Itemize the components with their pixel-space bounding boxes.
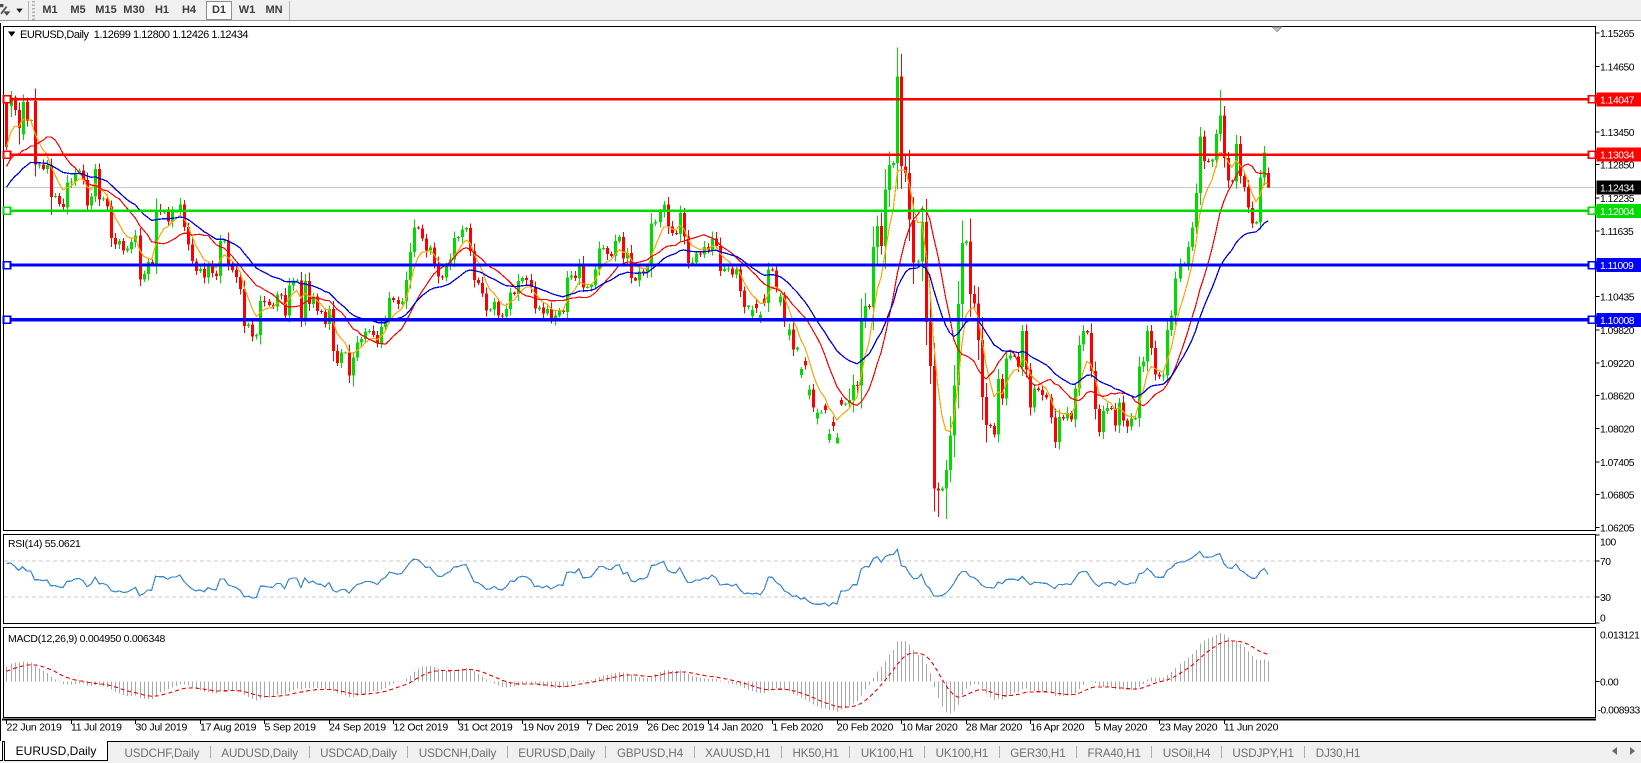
svg-text:1.13450: 1.13450 — [1600, 128, 1635, 139]
svg-text:-0.008933: -0.008933 — [1598, 706, 1641, 717]
svg-text:7 Dec 2019: 7 Dec 2019 — [587, 722, 639, 734]
svg-text:70: 70 — [1600, 557, 1611, 568]
svg-text:1.06805: 1.06805 — [1600, 491, 1635, 502]
svg-text:1.06205: 1.06205 — [1600, 523, 1635, 534]
svg-text:28 Mar 2020: 28 Mar 2020 — [966, 722, 1023, 734]
svg-text:1.08020: 1.08020 — [1600, 424, 1635, 435]
svg-text:1.12850: 1.12850 — [1600, 161, 1635, 172]
svg-text:0: 0 — [1600, 614, 1606, 625]
svg-text:1.10435: 1.10435 — [1600, 293, 1635, 304]
svg-text:1.09220: 1.09220 — [1600, 359, 1635, 370]
svg-text:1.09820: 1.09820 — [1600, 326, 1635, 337]
svg-text:1.15265: 1.15265 — [1600, 29, 1635, 40]
svg-text:23 May 2020: 23 May 2020 — [1159, 722, 1217, 734]
svg-text:1 Feb 2020: 1 Feb 2020 — [772, 722, 823, 734]
svg-text:MACD(12,26,9) 0.004950 0.00634: MACD(12,26,9) 0.004950 0.006348 — [8, 633, 166, 645]
svg-text:1.12004: 1.12004 — [1600, 207, 1635, 218]
svg-text:RSI(14) 55.0621: RSI(14) 55.0621 — [8, 538, 81, 550]
svg-text:1.11009: 1.11009 — [1600, 261, 1634, 272]
svg-text:11 Jul 2019: 11 Jul 2019 — [71, 722, 122, 734]
svg-text:20 Feb 2020: 20 Feb 2020 — [837, 722, 894, 734]
svg-text:10 Mar 2020: 10 Mar 2020 — [901, 722, 958, 734]
svg-text:1.08620: 1.08620 — [1600, 392, 1635, 403]
svg-text:14 Jan 2020: 14 Jan 2020 — [708, 722, 763, 734]
svg-text:1.14047: 1.14047 — [1600, 95, 1635, 106]
svg-text:1.10008: 1.10008 — [1600, 316, 1635, 327]
svg-text:5 May 2020: 5 May 2020 — [1095, 722, 1148, 734]
svg-text:12 Oct 2019: 12 Oct 2019 — [394, 722, 449, 734]
svg-text:30 Jul 2019: 30 Jul 2019 — [136, 722, 188, 734]
svg-text:11 Jun 2020: 11 Jun 2020 — [1224, 722, 1279, 734]
svg-text:100: 100 — [1600, 538, 1617, 549]
svg-text:1.14650: 1.14650 — [1600, 62, 1635, 73]
svg-text:5 Sep 2019: 5 Sep 2019 — [265, 722, 317, 734]
svg-text:30: 30 — [1600, 593, 1611, 604]
svg-text:1.12434: 1.12434 — [1600, 183, 1635, 194]
svg-text:17 Aug 2019: 17 Aug 2019 — [200, 722, 257, 734]
svg-text:1.11635: 1.11635 — [1600, 227, 1634, 238]
svg-text:31 Oct 2019: 31 Oct 2019 — [458, 722, 513, 734]
svg-text:22 Jun 2019: 22 Jun 2019 — [7, 722, 62, 734]
svg-text:24 Sep 2019: 24 Sep 2019 — [329, 722, 386, 734]
svg-text:1.13034: 1.13034 — [1600, 151, 1635, 162]
svg-text:16 Apr 2020: 16 Apr 2020 — [1030, 722, 1084, 734]
svg-text:0.00: 0.00 — [1600, 678, 1619, 689]
svg-text:19 Nov 2019: 19 Nov 2019 — [523, 722, 580, 734]
svg-text:1.07405: 1.07405 — [1600, 458, 1635, 469]
svg-text:EURUSD,Daily 1.12699 1.12800: EURUSD,Daily 1.12699 1.12800 1.12426 1.1… — [20, 29, 248, 41]
svg-text:0.013121: 0.013121 — [1600, 631, 1640, 642]
svg-text:26 Dec 2019: 26 Dec 2019 — [647, 722, 704, 734]
svg-text:1.12235: 1.12235 — [1600, 194, 1635, 205]
